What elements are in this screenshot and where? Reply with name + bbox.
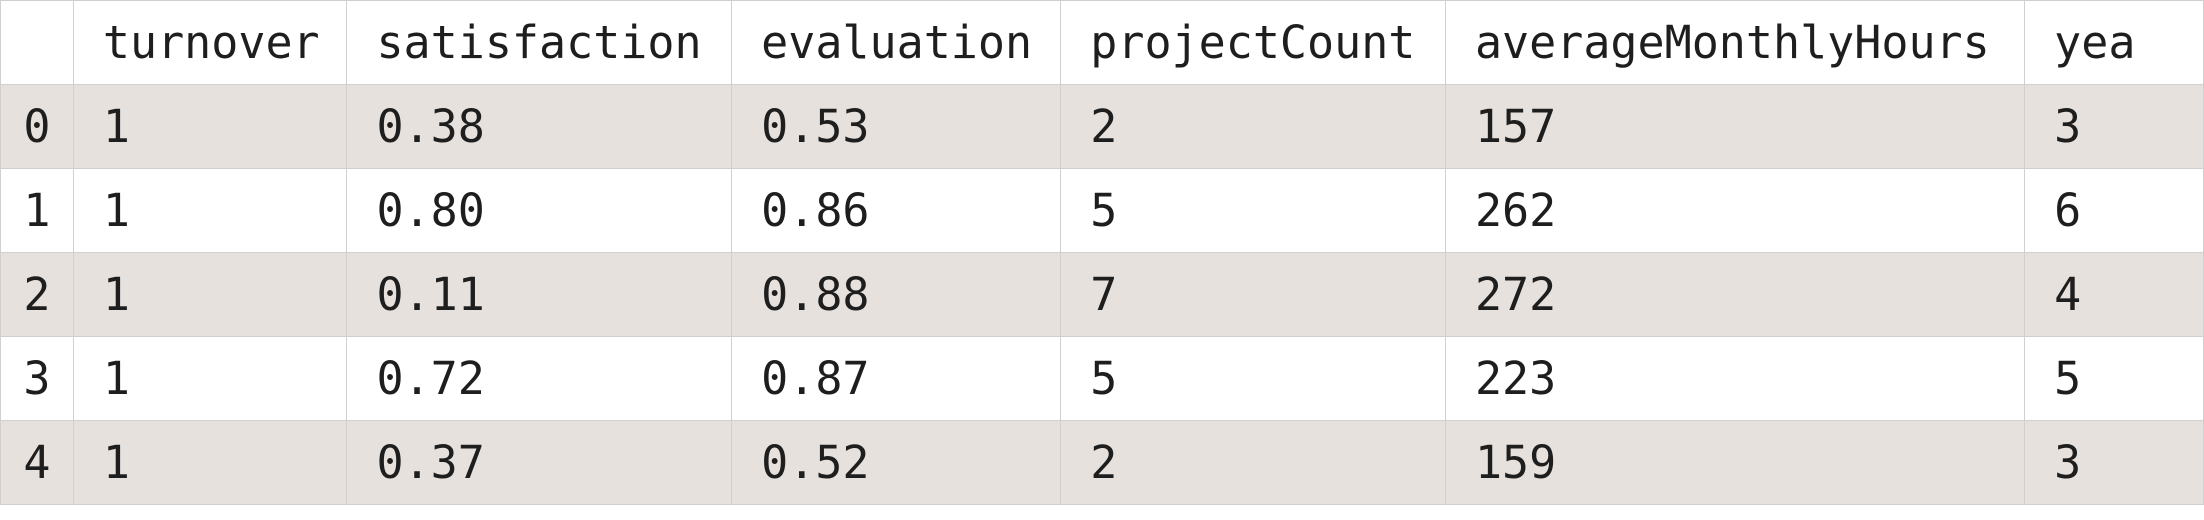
table-body: 0 1 0.38 0.53 2 157 3 1 1 0.80 0.86 5 26… bbox=[0, 84, 2204, 505]
cell-evaluation: 0.52 bbox=[731, 420, 1062, 505]
cell-evaluation: 0.87 bbox=[731, 336, 1062, 421]
cell-projectcount: 5 bbox=[1060, 336, 1446, 421]
cell-satisfaction: 0.80 bbox=[346, 168, 733, 253]
row-index: 0 bbox=[0, 84, 74, 169]
table-row: 2 1 0.11 0.88 7 272 4 bbox=[0, 252, 2204, 337]
cell-averagemonthlyhours: 157 bbox=[1444, 84, 2026, 169]
cell-evaluation: 0.88 bbox=[731, 252, 1062, 337]
column-header-averagemonthlyhours: averageMonthlyHours bbox=[1444, 0, 2026, 85]
cell-averagemonthlyhours: 223 bbox=[1444, 336, 2026, 421]
table-row: 0 1 0.38 0.53 2 157 3 bbox=[0, 84, 2204, 169]
column-header-satisfaction: satisfaction bbox=[346, 0, 733, 85]
cell-turnover: 1 bbox=[72, 168, 348, 253]
cell-averagemonthlyhours: 159 bbox=[1444, 420, 2026, 505]
cell-averagemonthlyhours: 262 bbox=[1444, 168, 2026, 253]
table-row: 4 1 0.37 0.52 2 159 3 bbox=[0, 420, 2204, 505]
cell-years: 3 bbox=[2024, 420, 2204, 505]
cell-satisfaction: 0.72 bbox=[346, 336, 733, 421]
column-header-years-truncated: yea bbox=[2024, 0, 2204, 85]
table-header: turnover satisfaction evaluation project… bbox=[0, 0, 2204, 85]
cell-projectcount: 5 bbox=[1060, 168, 1446, 253]
cell-satisfaction: 0.38 bbox=[346, 84, 733, 169]
cell-years: 3 bbox=[2024, 84, 2204, 169]
row-index: 1 bbox=[0, 168, 74, 253]
cell-years: 5 bbox=[2024, 336, 2204, 421]
header-row: turnover satisfaction evaluation project… bbox=[0, 0, 2204, 85]
column-header-turnover: turnover bbox=[72, 0, 348, 85]
row-index: 4 bbox=[0, 420, 74, 505]
cell-turnover: 1 bbox=[72, 336, 348, 421]
cell-years: 4 bbox=[2024, 252, 2204, 337]
column-header-projectcount: projectCount bbox=[1060, 0, 1446, 85]
index-header bbox=[0, 0, 74, 85]
table-row: 3 1 0.72 0.87 5 223 5 bbox=[0, 336, 2204, 421]
table-row: 1 1 0.80 0.86 5 262 6 bbox=[0, 168, 2204, 253]
cell-years: 6 bbox=[2024, 168, 2204, 253]
cell-turnover: 1 bbox=[72, 252, 348, 337]
cell-averagemonthlyhours: 272 bbox=[1444, 252, 2026, 337]
row-index: 2 bbox=[0, 252, 74, 337]
cell-evaluation: 0.86 bbox=[731, 168, 1062, 253]
cell-satisfaction: 0.37 bbox=[346, 420, 733, 505]
cell-evaluation: 0.53 bbox=[731, 84, 1062, 169]
row-index: 3 bbox=[0, 336, 74, 421]
cell-projectcount: 2 bbox=[1060, 420, 1446, 505]
column-header-evaluation: evaluation bbox=[731, 0, 1062, 85]
cell-turnover: 1 bbox=[72, 420, 348, 505]
cell-projectcount: 7 bbox=[1060, 252, 1446, 337]
cell-turnover: 1 bbox=[72, 84, 348, 169]
cell-satisfaction: 0.11 bbox=[346, 252, 733, 337]
dataframe-table: turnover satisfaction evaluation project… bbox=[0, 0, 2204, 505]
cell-projectcount: 2 bbox=[1060, 84, 1446, 169]
